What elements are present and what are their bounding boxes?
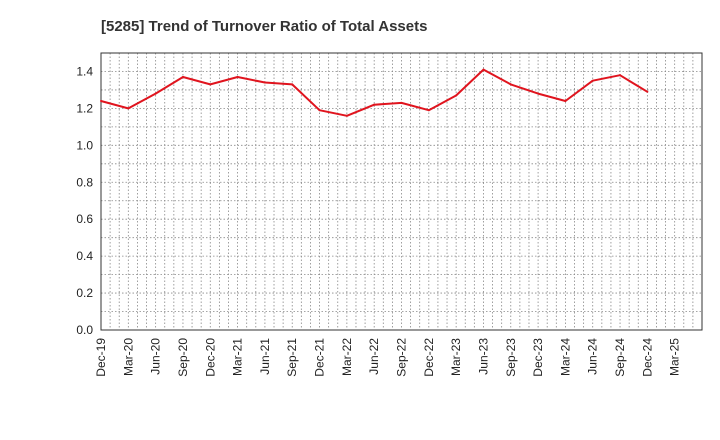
y-tick-label: 0.4: [76, 249, 93, 263]
y-tick-label: 0.2: [76, 286, 93, 300]
data-point: [455, 94, 458, 97]
data-point: [537, 92, 540, 95]
data-point: [263, 81, 266, 84]
x-tick-label: Jun-20: [149, 338, 163, 375]
data-point: [373, 103, 376, 106]
x-tick-label: Jun-23: [476, 338, 490, 375]
x-tick-label: Dec-22: [422, 338, 436, 377]
data-point: [400, 101, 403, 104]
x-tick-label: Dec-20: [203, 338, 217, 377]
x-tick-label: Dec-19: [94, 338, 108, 377]
x-tick-label: Dec-24: [640, 338, 654, 377]
x-tick-label: Dec-23: [531, 338, 545, 377]
y-tick-label: 0.0: [76, 323, 93, 337]
x-tick-label: Mar-21: [231, 338, 245, 376]
data-point: [509, 83, 512, 86]
x-tick-label: Sep-22: [395, 338, 409, 377]
x-tick-label: Sep-20: [176, 338, 190, 377]
data-point: [646, 90, 649, 93]
x-tick-label: Sep-24: [613, 338, 627, 377]
y-axis: 0.0 0.2 0.4 0.6 0.8 1.0 1.2 1.4: [76, 64, 93, 337]
data-point: [482, 68, 485, 71]
data-point: [427, 109, 430, 112]
data-point: [318, 109, 321, 112]
x-tick-label: Jun-21: [258, 338, 272, 375]
x-tick-label: Mar-20: [121, 338, 135, 376]
data-point: [154, 92, 157, 95]
x-tick-label: Jun-24: [586, 338, 600, 375]
data-point: [619, 74, 622, 77]
x-tick-label: Mar-22: [340, 338, 354, 376]
y-tick-label: 0.6: [76, 212, 93, 226]
data-point: [345, 114, 348, 117]
x-axis: Dec-19 Mar-20 Jun-20 Sep-20 Dec-20 Mar-21 Jun-…: [94, 338, 682, 377]
y-tick-label: 1.0: [76, 138, 93, 152]
data-point: [181, 76, 184, 79]
x-tick-label: Mar-23: [449, 338, 463, 376]
x-tick-label: Dec-21: [313, 338, 327, 377]
data-point: [236, 76, 239, 79]
x-tick-label: Mar-25: [668, 338, 682, 376]
data-point: [127, 107, 130, 110]
y-tick-label: 1.4: [76, 64, 93, 78]
data-point: [209, 83, 212, 86]
x-tick-label: Sep-21: [285, 338, 299, 377]
plot-area-frame: [100, 52, 703, 331]
y-tick-label: 1.2: [76, 101, 93, 115]
grid: [101, 53, 702, 330]
data-point: [100, 100, 102, 103]
x-tick-label: Mar-24: [558, 338, 572, 376]
data-point: [564, 100, 567, 103]
y-tick-label: 0.8: [76, 175, 93, 189]
series-layer: [100, 68, 649, 117]
data-point: [591, 79, 594, 82]
x-tick-label: Sep-23: [504, 338, 518, 377]
chart-title: [5285] Trend of Turnover Ratio of Total …: [101, 18, 427, 35]
data-point: [291, 83, 294, 86]
x-tick-label: Jun-22: [367, 338, 381, 375]
